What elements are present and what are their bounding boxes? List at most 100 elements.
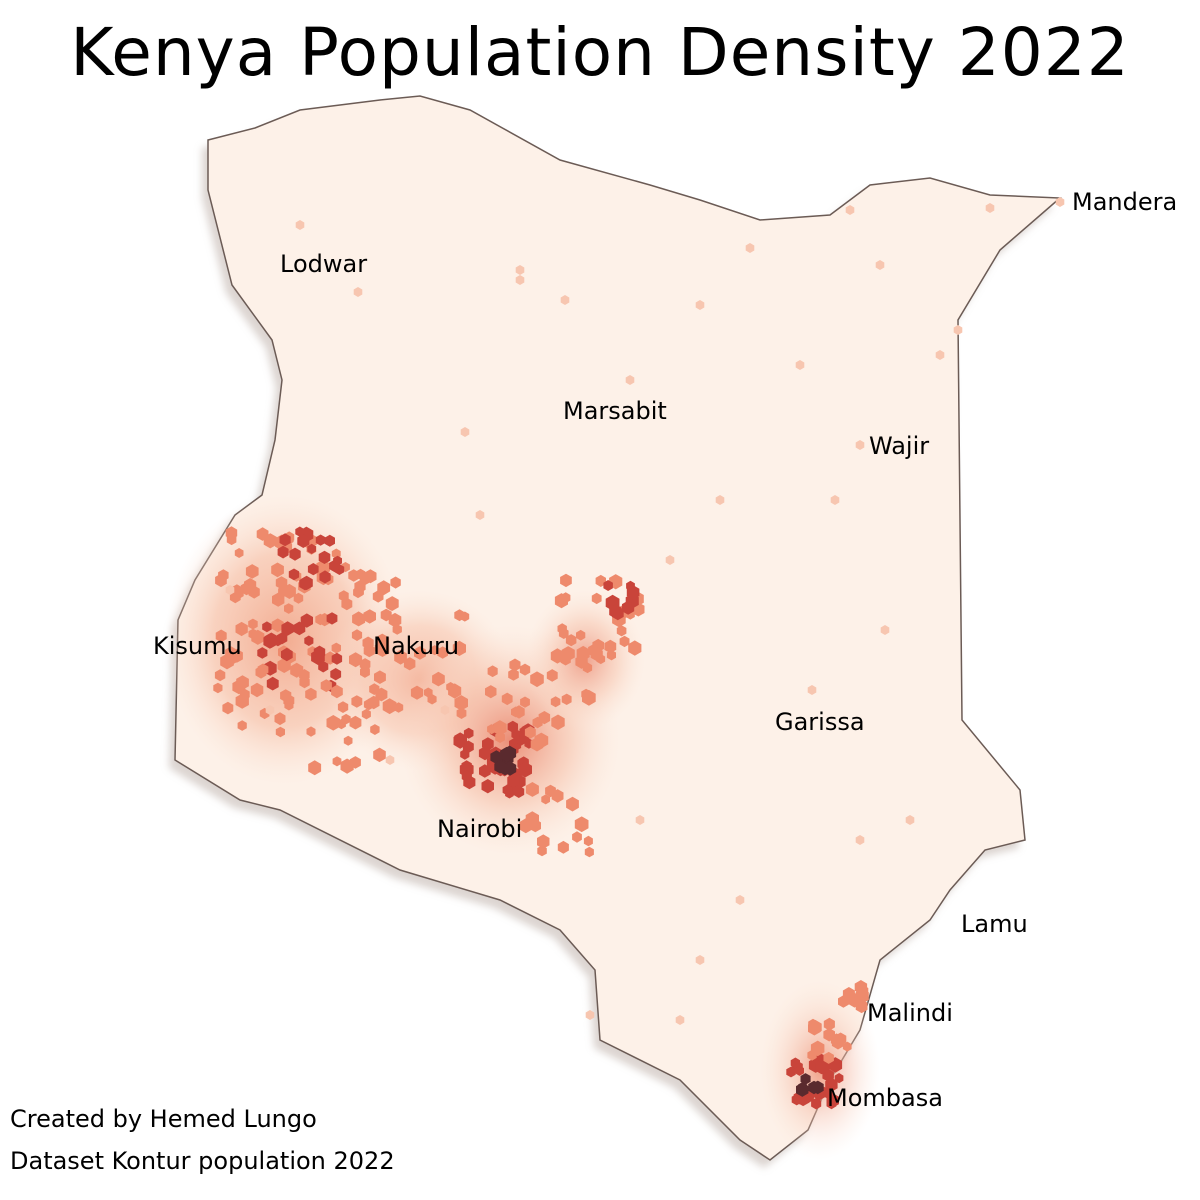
density-hex bbox=[248, 618, 258, 630]
density-hex bbox=[281, 621, 294, 636]
density-hex bbox=[826, 1097, 837, 1110]
density-hex bbox=[360, 664, 370, 675]
density-hex bbox=[857, 999, 867, 1011]
density-hex bbox=[244, 578, 257, 593]
density-hex bbox=[437, 646, 448, 659]
density-hex bbox=[511, 706, 521, 718]
density-hex bbox=[372, 590, 384, 603]
density-hex bbox=[490, 750, 503, 765]
density-hex bbox=[695, 955, 705, 965]
density-hex bbox=[537, 845, 547, 857]
density-hex bbox=[561, 592, 571, 604]
density-hex bbox=[275, 726, 285, 738]
density-hex bbox=[525, 782, 539, 797]
density-hex bbox=[446, 682, 455, 692]
density-hex bbox=[500, 746, 514, 762]
density-hex bbox=[463, 727, 474, 739]
density-hex bbox=[519, 663, 531, 676]
density-hex bbox=[582, 689, 596, 706]
density-hex bbox=[304, 635, 314, 646]
density-hex bbox=[525, 811, 539, 827]
density-hex bbox=[616, 625, 627, 637]
density-hex bbox=[560, 295, 570, 305]
density-hex bbox=[272, 592, 285, 607]
density-hex bbox=[306, 726, 316, 737]
density-hex bbox=[475, 510, 485, 520]
density-hex bbox=[487, 724, 496, 735]
density-hex bbox=[332, 756, 342, 767]
density-hex bbox=[604, 639, 617, 654]
density-hex bbox=[557, 840, 569, 854]
density-hex bbox=[307, 543, 316, 554]
density-hex bbox=[811, 1097, 822, 1110]
density-hex bbox=[481, 779, 494, 794]
density-hex bbox=[495, 731, 505, 743]
density-hex bbox=[414, 646, 426, 660]
density-hex bbox=[354, 580, 366, 593]
density-hex bbox=[340, 758, 354, 774]
density-hex bbox=[430, 645, 440, 656]
density-hex bbox=[603, 580, 613, 591]
density-hex bbox=[565, 634, 577, 647]
density-hex bbox=[239, 688, 250, 700]
density-hex bbox=[284, 700, 294, 711]
density-hex bbox=[798, 1081, 808, 1093]
density-hex bbox=[745, 243, 755, 253]
city-label-lodwar: Lodwar bbox=[280, 250, 368, 278]
density-hex bbox=[502, 784, 513, 796]
density-hex bbox=[377, 580, 391, 596]
density-hex bbox=[299, 676, 310, 689]
density-hex bbox=[305, 687, 317, 701]
density-hex bbox=[461, 770, 472, 782]
density-hex bbox=[392, 624, 402, 635]
density-hex bbox=[551, 714, 565, 730]
density-hex bbox=[625, 375, 635, 385]
density-hex bbox=[236, 675, 249, 690]
density-hex bbox=[518, 761, 532, 778]
density-hex bbox=[453, 733, 467, 749]
density-hex bbox=[494, 760, 506, 774]
density-hex bbox=[478, 746, 491, 761]
density-hex bbox=[337, 701, 349, 713]
density-hex bbox=[331, 642, 341, 654]
density-hex bbox=[454, 609, 465, 622]
density-hex bbox=[842, 1041, 852, 1052]
density-hex bbox=[572, 831, 582, 843]
density-hex bbox=[845, 205, 855, 215]
author-credit: Created by Hemed Lungo bbox=[10, 1105, 317, 1133]
density-hex bbox=[295, 220, 305, 230]
density-hex bbox=[427, 694, 437, 705]
city-label-nairobi: Nairobi bbox=[437, 815, 523, 843]
density-hex bbox=[318, 660, 329, 673]
density-hex bbox=[353, 287, 363, 297]
density-hex bbox=[855, 835, 865, 845]
density-hex-cells bbox=[213, 197, 1065, 1110]
density-hex bbox=[363, 644, 375, 658]
density-hex bbox=[295, 526, 305, 537]
density-hex bbox=[331, 652, 343, 665]
density-hex bbox=[460, 427, 470, 437]
density-hex bbox=[590, 647, 603, 662]
density-hex bbox=[235, 621, 248, 637]
density-hex bbox=[226, 534, 237, 546]
density-hex bbox=[479, 764, 491, 778]
map-title: Kenya Population Density 2022 bbox=[70, 14, 1130, 91]
density-hex bbox=[374, 670, 386, 684]
density-hex bbox=[363, 609, 376, 624]
city-label-malindi: Malindi bbox=[867, 999, 953, 1027]
density-hex bbox=[541, 794, 550, 805]
density-hex bbox=[935, 350, 945, 360]
density-hex bbox=[695, 300, 705, 310]
density-hex bbox=[262, 621, 272, 633]
density-hex bbox=[299, 576, 311, 591]
density-hex bbox=[277, 545, 289, 559]
density-hex bbox=[213, 682, 223, 694]
density-hex bbox=[561, 693, 572, 705]
city-label-marsabit: Marsabit bbox=[563, 397, 667, 425]
density-hex bbox=[1055, 197, 1065, 207]
density-hex bbox=[367, 695, 380, 710]
density-hex bbox=[454, 695, 468, 711]
density-hex bbox=[245, 564, 259, 579]
density-hex bbox=[215, 573, 227, 588]
